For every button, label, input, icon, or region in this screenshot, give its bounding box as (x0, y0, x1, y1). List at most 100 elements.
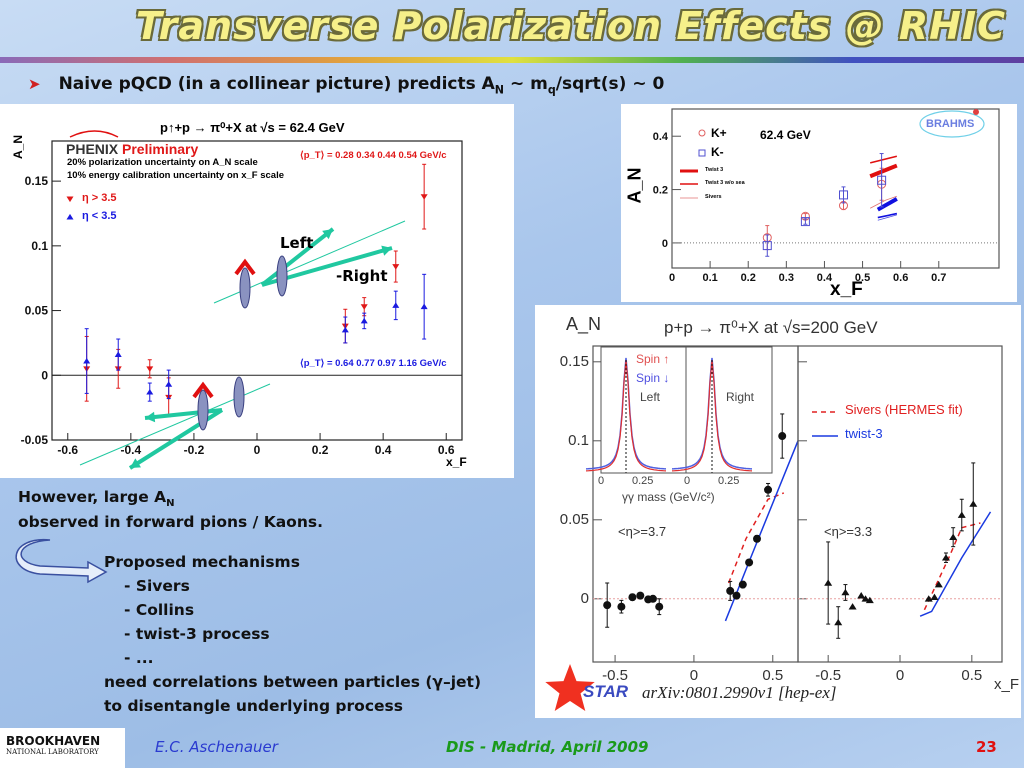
data-point (648, 594, 657, 603)
proton-ellipse-icon (197, 389, 209, 431)
bullet-line: ➤ Naive pQCD (in a collinear picture) pre… (28, 74, 664, 96)
y-tick-label: 0.15 (560, 353, 589, 370)
data-point (745, 558, 754, 567)
brahms-logo-dot (973, 109, 979, 115)
legend-eta-lt: η < 3.5 (82, 210, 117, 222)
phenix-logo: PHENIX Preliminary (66, 141, 198, 157)
inset-spin-up: Spin ↑ (636, 352, 670, 366)
correlation-line: need correlations between particles (γ–j… (104, 673, 482, 691)
inset-xlabel: γγ mass (GeV/c²) (622, 490, 715, 504)
data-point (841, 588, 850, 596)
eta-label-right: <η>=3.3 (824, 524, 873, 539)
phenix-logo-arc (69, 130, 119, 138)
legend-sivers-hermes: Sivers (HERMES fit) (845, 402, 963, 417)
data-point (934, 580, 943, 588)
x-tick-label: -0.5 (602, 667, 628, 684)
legend-sivers: Sivers (705, 194, 722, 200)
theory-curve (876, 197, 898, 212)
x-tick-label: 0.5 (855, 272, 870, 284)
data-point (392, 264, 400, 270)
brahms-ylabel: A_N (624, 167, 645, 204)
pt-red-label: ⟨p_T⟩ = 0.28 0.34 0.44 0.54 GeV/c (300, 150, 447, 161)
x-tick-label: -0.4 (121, 443, 142, 457)
logo-text: PHENIX (66, 141, 119, 157)
jet-arrow (260, 227, 335, 287)
data-point (698, 149, 706, 157)
inset-xtick: 0.25 (632, 475, 654, 487)
data-point (824, 579, 833, 586)
x-tick-label: 0.4 (817, 272, 833, 284)
mechanism-item: - Collins (124, 601, 195, 619)
inset-xtick: 0.25 (718, 475, 740, 487)
inset-xtick: 0 (684, 475, 691, 487)
sivers-curve (923, 522, 981, 611)
phenix-xlabel: x_F (446, 455, 467, 469)
x-tick-label: 0.2 (312, 443, 329, 457)
data-point (114, 351, 122, 358)
data-point (66, 196, 74, 203)
jet-arrow (144, 408, 223, 420)
mechanisms-heading: Proposed mechanisms (104, 553, 300, 571)
y-tick-label: 0.1 (31, 239, 48, 253)
legend-twist3-nosea: Twist 3 w/o sea (705, 180, 745, 186)
preliminary-label: Preliminary (122, 141, 199, 157)
x-tick-label: 0.4 (375, 443, 392, 457)
phenix-ylabel: A_N (11, 134, 26, 160)
arrowhead-icon (322, 229, 333, 240)
data-point (165, 381, 173, 387)
data-point (877, 175, 887, 185)
x-tick-label: 0.1 (702, 272, 717, 284)
jet-arrow (128, 408, 224, 470)
data-point (834, 618, 843, 626)
data-point (957, 511, 966, 518)
y-tick-label: 0.1 (568, 432, 589, 449)
x-tick-label: 0.3 (779, 272, 794, 284)
plot-frame (671, 108, 1000, 269)
x-tick-label: 0 (896, 667, 904, 684)
data-point (949, 533, 958, 540)
data-point (764, 485, 773, 494)
y-tick-label: 0.15 (25, 174, 49, 188)
arrowhead-icon (145, 411, 156, 423)
legend-twist3: twist-3 (845, 426, 883, 441)
data-point (66, 213, 74, 220)
data-point (969, 500, 978, 507)
data-point (83, 357, 91, 364)
phenix-note: 20% polarization uncertainty on A_N scal… (67, 157, 258, 168)
spin-down-histogram (585, 357, 667, 470)
plot-frame (51, 140, 463, 441)
y-tick-label: 0.05 (25, 304, 49, 318)
logo-text: BROOKHAVEN (6, 734, 101, 748)
y-tick-label: 0.4 (653, 131, 669, 143)
footer-event: DIS - Madrid, April 2009 (446, 738, 649, 756)
brahms-logo-ellipse (919, 110, 985, 138)
spin-down-histogram (671, 357, 753, 470)
pt-blue-label: ⟨p_T⟩ = 0.64 0.77 0.97 1.16 GeV/c (300, 358, 447, 369)
y-tick-label: 0 (41, 368, 48, 382)
data-point (392, 302, 400, 308)
right-annotation: -Right (336, 267, 388, 285)
data-point (738, 580, 747, 589)
theory-curve (877, 214, 897, 221)
data-point (628, 593, 637, 602)
data-point (839, 190, 849, 200)
proton-ellipse-icon (276, 255, 288, 297)
x-tick-label: -0.2 (184, 443, 205, 457)
data-point (865, 596, 874, 604)
data-point (360, 304, 368, 310)
data-point (420, 194, 428, 200)
observation-line-1: However, large AN (18, 488, 175, 509)
phenix-title: p↑+p → π⁰+X at √s = 62.4 GeV (160, 120, 345, 135)
data-point (732, 591, 741, 600)
eta-label-left: <η>=3.7 (618, 524, 667, 539)
data-point (420, 303, 428, 310)
legend-twist3: Twist 3 (705, 167, 724, 173)
arrowhead-icon (130, 458, 141, 468)
bullet-text: /sqrt(s) ~ 0 (555, 74, 665, 94)
y-tick-label: 0 (581, 590, 589, 607)
mechanism-item: - twist-3 process (124, 625, 270, 643)
inset-right: Right (726, 390, 755, 404)
phenix-plot-panel (0, 104, 514, 478)
spin-up-arrow-icon (192, 381, 214, 399)
data-point (753, 534, 761, 543)
